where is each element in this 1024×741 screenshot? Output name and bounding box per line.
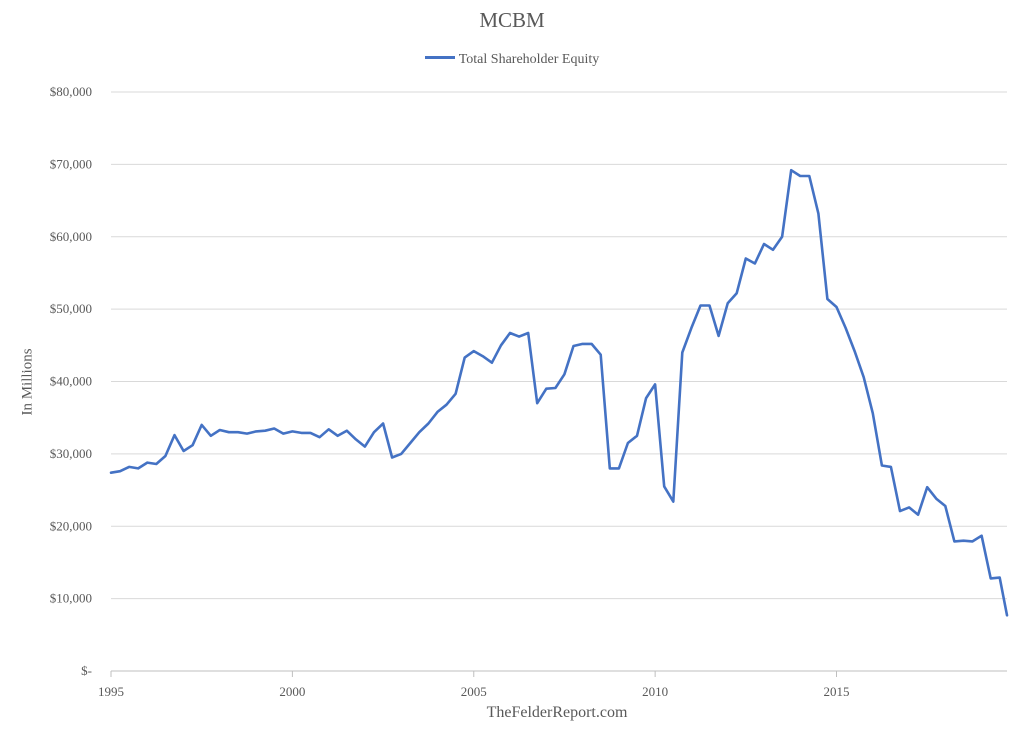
legend-swatch [424,56,455,60]
y-tick-label: $10,000 [50,591,92,606]
y-tick-label: $- [81,663,92,678]
x-tick-label: 2015 [824,684,850,699]
x-tick-label: 2010 [642,684,668,699]
y-tick-label: $40,000 [50,374,92,389]
y-tick-label: $70,000 [50,156,92,171]
y-tick-label: $20,000 [50,518,92,533]
x-tick-label: 2000 [279,684,305,699]
y-tick-label: $80,000 [50,84,92,99]
legend: Total Shareholder Equity [0,52,1024,68]
y-tick-label: $60,000 [50,229,92,244]
y-tick-label: $30,000 [50,446,92,461]
y-tick-label: $50,000 [50,301,92,316]
x-tick-label: 2005 [461,684,487,699]
x-tick-label: 1995 [98,684,124,699]
x-axis-title: TheFelderReport.com [486,704,628,721]
legend-label: Total Shareholder Equity [458,52,600,67]
series-line [109,168,1009,617]
chart-title: MCBM [479,8,545,32]
